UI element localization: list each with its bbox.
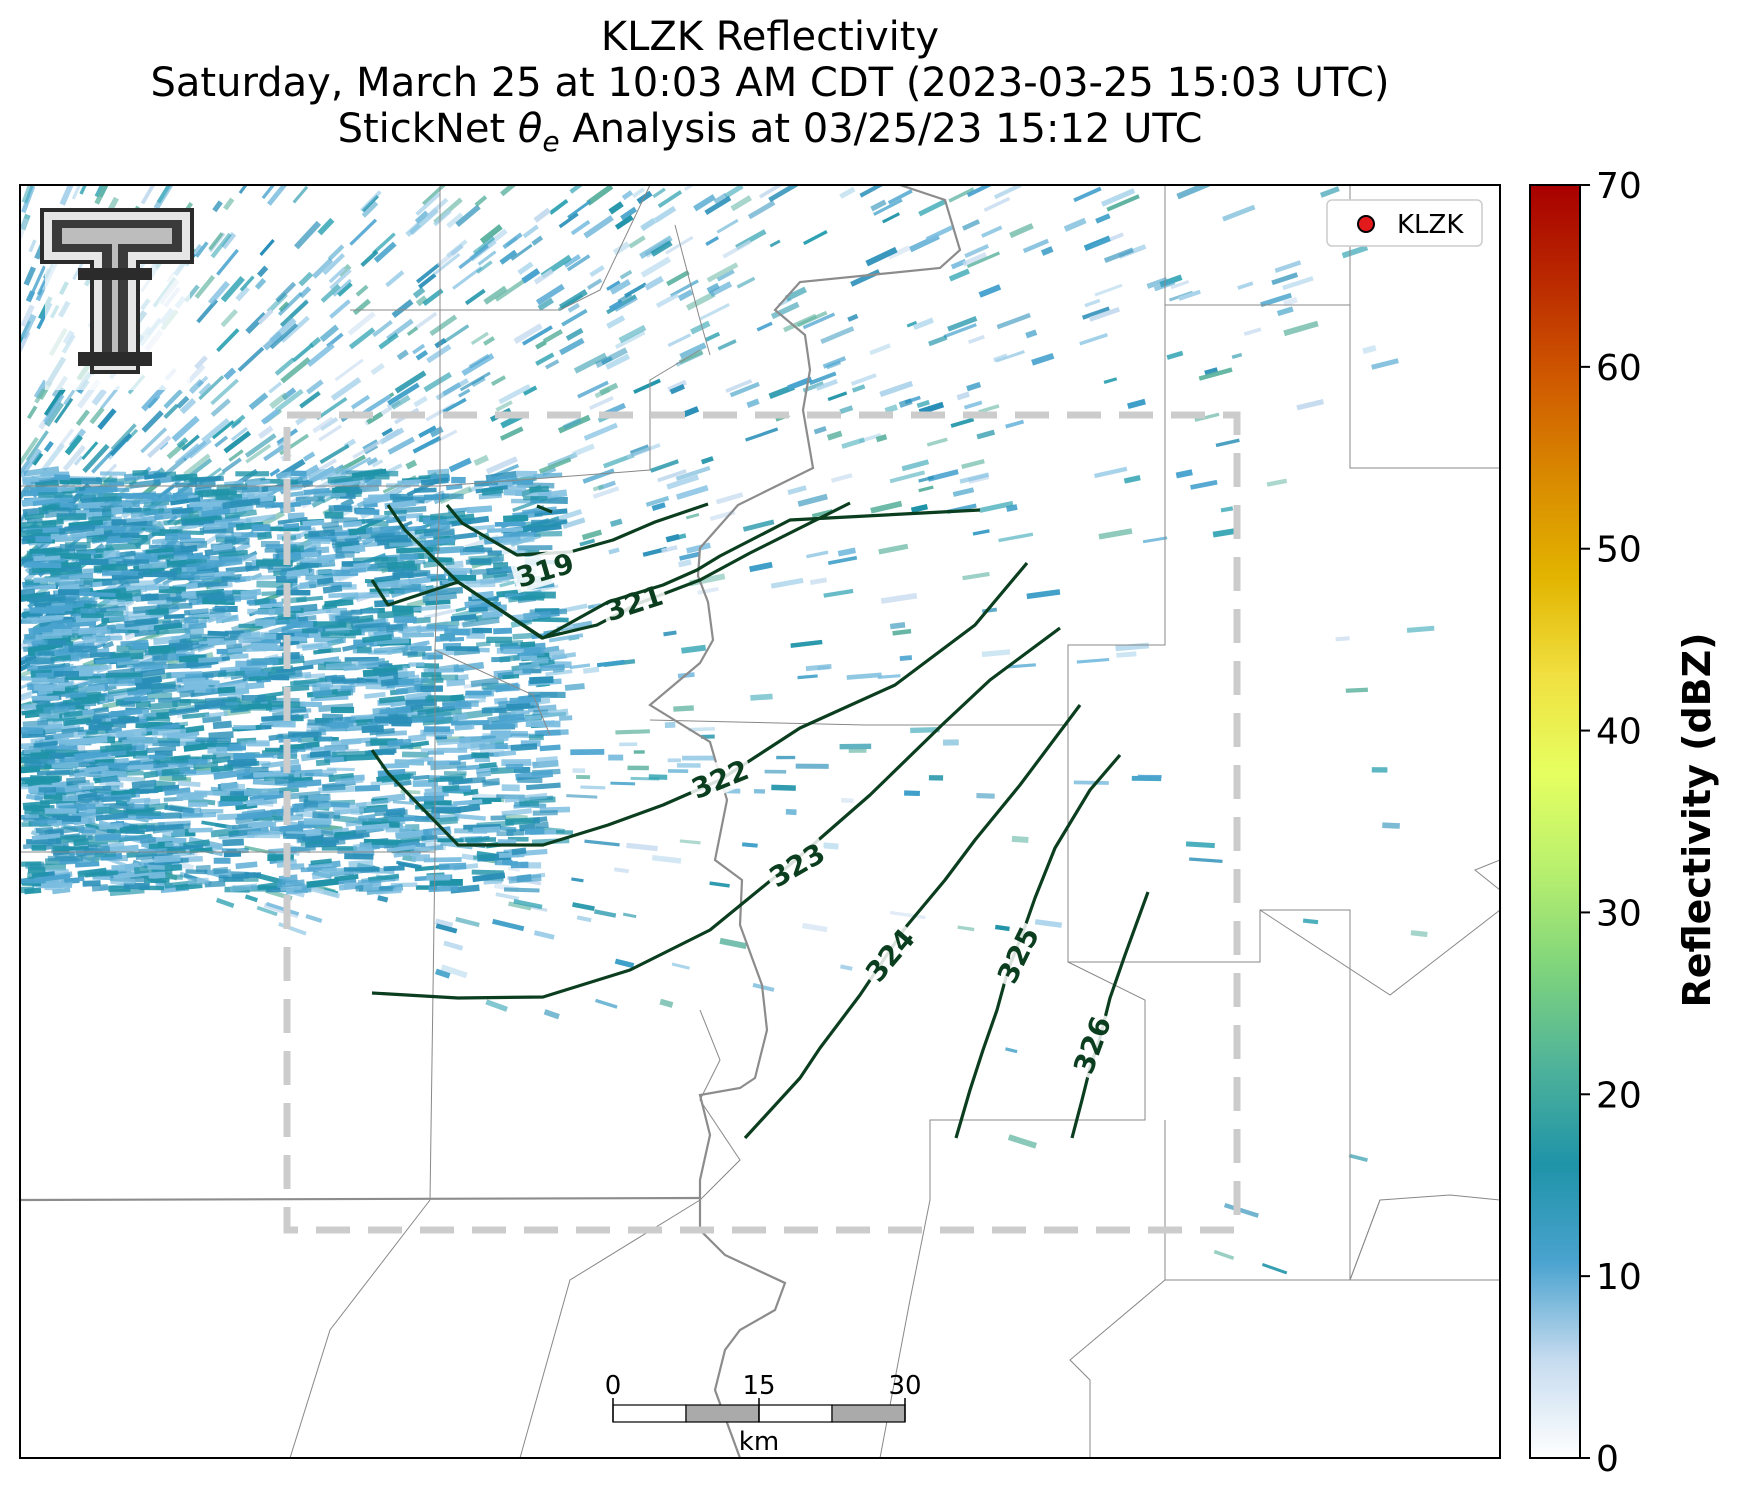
- title-line-1: KLZK Reflectivity: [600, 14, 940, 60]
- colorbar-tick-30: 30: [1596, 893, 1642, 934]
- colorbar-gradient: [1529, 184, 1581, 1459]
- colorbar-tick-50: 50: [1596, 530, 1642, 571]
- reflectivity-echoes: [20, 185, 1435, 1275]
- analysis-domain-box: [283, 411, 1241, 1234]
- colorbar-tick-70: 70: [1596, 166, 1642, 207]
- map-frame: [19, 184, 1501, 1459]
- colorbar-tick-40: 40: [1596, 712, 1642, 753]
- scale-unit: km: [739, 1427, 779, 1457]
- colorbar-tick-10: 10: [1596, 1257, 1642, 1298]
- colorbar-tick-20: 20: [1596, 1075, 1642, 1116]
- scale-tick-15: 15: [742, 1371, 775, 1401]
- river-state-line: [20, 185, 962, 1458]
- title-line-3-suffix: Analysis at 03/25/23 15:12 UTC: [559, 106, 1203, 152]
- theta-e-contour: [386, 504, 981, 640]
- scale-bar: 0 15 30 km: [605, 1371, 922, 1457]
- legend-box: [1326, 199, 1483, 247]
- theta-subscript: e: [542, 125, 560, 158]
- theta-e-contour: [536, 504, 553, 514]
- theta-symbol: θ: [517, 106, 543, 152]
- theta-e-contour: [370, 561, 1029, 847]
- colorbar-tick-0: 0: [1596, 1439, 1619, 1480]
- colorbar-tick-60: 60: [1596, 348, 1642, 389]
- theta-e-contour: [371, 626, 1061, 1000]
- map-title: KLZK Reflectivity Saturday, March 25 at …: [0, 14, 1540, 165]
- scale-tick-30: 30: [888, 1371, 921, 1401]
- title-line-2: Saturday, March 25 at 10:03 AM CDT (2023…: [150, 60, 1390, 106]
- legend-label: KLZK: [1397, 210, 1464, 240]
- colorbar: 0 10 20 30 40 50 60 70 Reflectivity (dBZ): [1529, 166, 1719, 1480]
- colorbar-label: Reflectivity (dBZ): [1675, 632, 1719, 1007]
- title-line-3-prefix: StickNet: [337, 106, 518, 152]
- title-line-3: StickNet θe Analysis at 03/25/23 15:12 U…: [0, 106, 1540, 165]
- scale-tick-0: 0: [605, 1371, 622, 1401]
- legend-marker-icon: [1357, 215, 1375, 233]
- double-t-logo: T: [40, 208, 194, 390]
- theta-e-contour: [370, 501, 851, 640]
- legend: KLZK: [1326, 199, 1483, 247]
